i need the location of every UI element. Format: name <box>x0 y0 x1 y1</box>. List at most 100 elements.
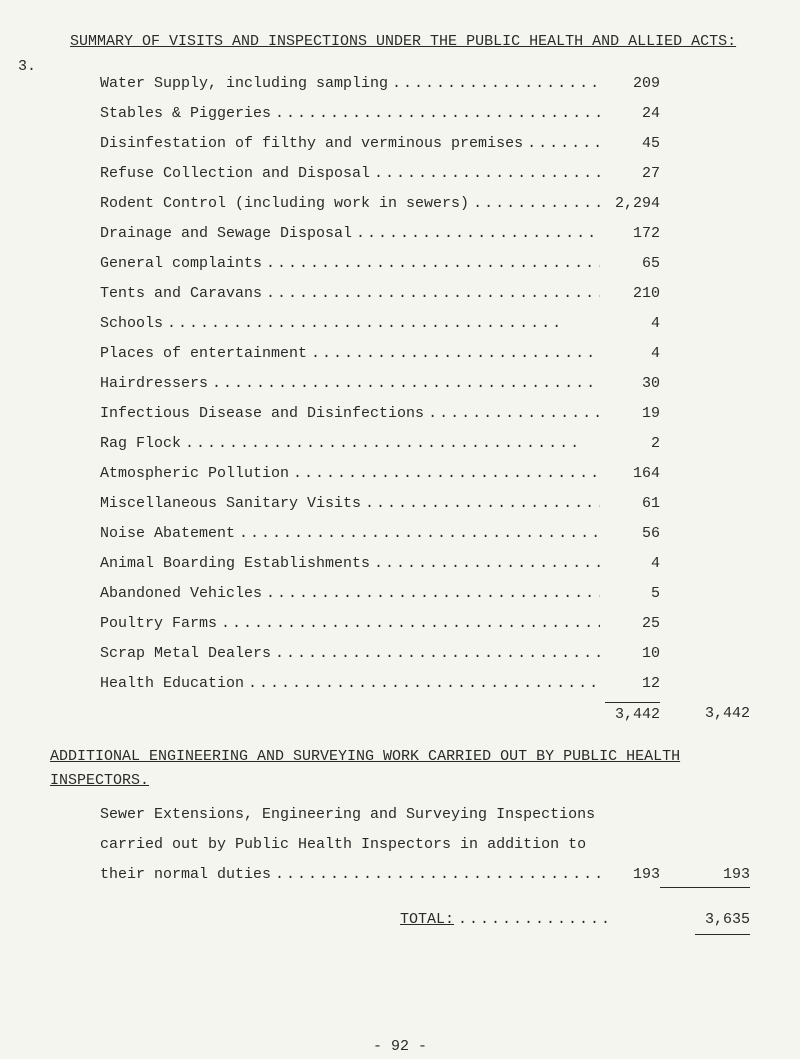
dots: .................................... <box>271 642 600 666</box>
line-item: Abandoned Vehicles .....................… <box>100 582 750 606</box>
line-item: Health Education .......................… <box>100 672 750 696</box>
line-item: Stables & Piggeries ....................… <box>100 102 750 126</box>
dots: .................................... <box>424 402 600 426</box>
note-val-1: 193 <box>600 863 660 887</box>
dots: .................................... <box>271 102 600 126</box>
item-value: 12 <box>600 672 660 696</box>
note-line-1: Sewer Extensions, Engineering and Survey… <box>100 803 750 827</box>
line-item: Atmospheric Pollution ..................… <box>100 462 750 486</box>
total-label: TOTAL: <box>400 908 454 932</box>
item-value: 24 <box>600 102 660 126</box>
note-line-2: carried out by Public Health Inspectors … <box>100 833 750 857</box>
item-label: Stables & Piggeries <box>100 102 271 126</box>
dots: .................................... <box>370 552 600 576</box>
item-value: 27 <box>600 162 660 186</box>
line-item: Refuse Collection and Disposal .........… <box>100 162 750 186</box>
dots: .............. <box>454 908 660 932</box>
total-row: TOTAL: .............. 3,635 <box>100 908 750 935</box>
dots: .................................... <box>244 672 600 696</box>
line-item: Places of entertainment ................… <box>100 342 750 366</box>
line-item: General complaints .....................… <box>100 252 750 276</box>
sub-heading: ADDITIONAL ENGINEERING AND SURVEYING WOR… <box>50 745 750 793</box>
line-item: Water Supply, including sampling .......… <box>100 72 750 96</box>
item-value: 45 <box>600 132 660 156</box>
item-label: Poultry Farms <box>100 612 217 636</box>
line-item: Rag Flock ..............................… <box>100 432 750 456</box>
line-item: Animal Boarding Establishments .........… <box>100 552 750 576</box>
line-item: Rodent Control (including work in sewers… <box>100 192 750 216</box>
item-label: Places of entertainment <box>100 342 307 366</box>
subtotal-1: 3,442 <box>615 706 660 723</box>
dots: .................................... <box>289 462 600 486</box>
item-label: Noise Abatement <box>100 522 235 546</box>
dots: .................................... <box>235 522 600 546</box>
item-value: 2,294 <box>600 192 660 216</box>
dots: .................................... <box>208 372 600 396</box>
subtotal-2: 3,442 <box>705 705 750 722</box>
item-value: 30 <box>600 372 660 396</box>
item-label: Refuse Collection and Disposal <box>100 162 370 186</box>
section-number: 3. <box>18 55 36 79</box>
dots: .................................... <box>388 72 600 96</box>
item-value: 4 <box>600 312 660 336</box>
item-value: 172 <box>600 222 660 246</box>
item-value: 209 <box>600 72 660 96</box>
line-item: Schools ................................… <box>100 312 750 336</box>
dots: .................................... <box>469 192 600 216</box>
item-value: 25 <box>600 612 660 636</box>
item-label: Infectious Disease and Disinfections <box>100 402 424 426</box>
line-item: Scrap Metal Dealers ....................… <box>100 642 750 666</box>
item-value: 4 <box>600 552 660 576</box>
item-label: Drainage and Sewage Disposal <box>100 222 352 246</box>
item-label: Disinfestation of filthy and verminous p… <box>100 132 523 156</box>
item-value: 210 <box>600 282 660 306</box>
item-value: 164 <box>600 462 660 486</box>
item-value: 4 <box>600 342 660 366</box>
dots: .................................... <box>271 863 600 887</box>
dots: .................................... <box>163 312 600 336</box>
line-item: Miscellaneous Sanitary Visits ..........… <box>100 492 750 516</box>
line-item: Infectious Disease and Disinfections ...… <box>100 402 750 426</box>
line-item: Hairdressers ...........................… <box>100 372 750 396</box>
note-val-2: 193 <box>660 863 750 888</box>
item-label: Rodent Control (including work in sewers… <box>100 192 469 216</box>
page-number: - 92 - <box>50 1035 750 1059</box>
item-label: Rag Flock <box>100 432 181 456</box>
item-label: Hairdressers <box>100 372 208 396</box>
line-item: Drainage and Sewage Disposal ...........… <box>100 222 750 246</box>
item-label: Miscellaneous Sanitary Visits <box>100 492 361 516</box>
line-item: Disinfestation of filthy and verminous p… <box>100 132 750 156</box>
note-line-3: their normal duties <box>100 863 271 887</box>
total-value: 3,635 <box>660 908 750 935</box>
dots: .................................... <box>217 612 600 636</box>
dots: .................................... <box>262 282 600 306</box>
item-label: Abandoned Vehicles <box>100 582 262 606</box>
item-value: 61 <box>600 492 660 516</box>
dots: .................................... <box>181 432 600 456</box>
item-label: Health Education <box>100 672 244 696</box>
item-value: 65 <box>600 252 660 276</box>
line-item: Poultry Farms ..........................… <box>100 612 750 636</box>
item-label: General complaints <box>100 252 262 276</box>
item-value: 19 <box>600 402 660 426</box>
item-value: 5 <box>600 582 660 606</box>
dots: .................................... <box>262 252 600 276</box>
main-heading: SUMMARY OF VISITS AND INSPECTIONS UNDER … <box>70 30 750 54</box>
dots: .................................... <box>370 162 600 186</box>
item-label: Scrap Metal Dealers <box>100 642 271 666</box>
dots: .................................... <box>361 492 600 516</box>
item-label: Schools <box>100 312 163 336</box>
item-label: Atmospheric Pollution <box>100 462 289 486</box>
item-label: Water Supply, including sampling <box>100 72 388 96</box>
line-item: Noise Abatement ........................… <box>100 522 750 546</box>
line-item: Tents and Caravans .....................… <box>100 282 750 306</box>
dots: .................................... <box>262 582 600 606</box>
item-value: 2 <box>600 432 660 456</box>
item-label: Animal Boarding Establishments <box>100 552 370 576</box>
note-line-3-row: their normal duties ....................… <box>100 863 750 888</box>
dots: .................................... <box>523 132 600 156</box>
item-value: 10 <box>600 642 660 666</box>
dots: .................................... <box>307 342 600 366</box>
item-value: 56 <box>600 522 660 546</box>
subtotal-row: 3,442 3,442 <box>100 702 750 727</box>
